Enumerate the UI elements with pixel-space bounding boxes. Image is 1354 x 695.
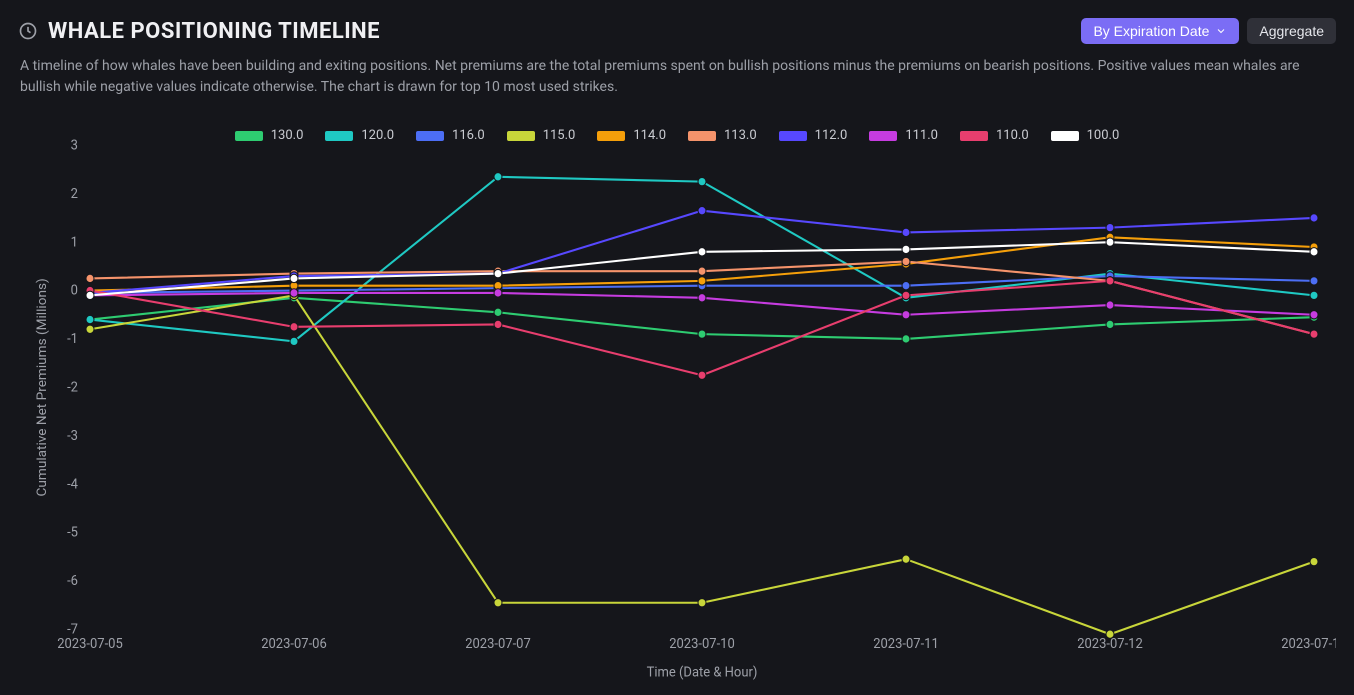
series-marker[interactable] — [494, 269, 502, 277]
series-marker[interactable] — [698, 267, 706, 275]
series-marker[interactable] — [494, 308, 502, 316]
x-tick-label: 2023-07-10 — [669, 637, 735, 652]
y-tick-label: 3 — [71, 138, 78, 153]
y-tick-label: 2 — [71, 187, 78, 202]
series-marker[interactable] — [1106, 223, 1114, 231]
y-tick-label: -6 — [67, 574, 78, 589]
series-marker[interactable] — [902, 245, 910, 253]
series-marker[interactable] — [902, 291, 910, 299]
y-tick-label: -5 — [67, 526, 78, 541]
series-marker[interactable] — [698, 277, 706, 285]
series-marker[interactable] — [494, 320, 502, 328]
page-title: WHALE POSITIONING TIMELINE — [48, 19, 380, 44]
chart-area: 130.0120.0116.0115.0114.0113.0112.0111.0… — [18, 116, 1336, 687]
y-tick-label: -1 — [67, 332, 78, 347]
chevron-down-icon — [1215, 25, 1227, 37]
expiration-dropdown[interactable]: By Expiration Date — [1081, 18, 1239, 44]
series-marker[interactable] — [290, 289, 298, 297]
x-tick-label: 2023-07-06 — [261, 637, 327, 652]
x-tick-label: 2023-07-13 — [1281, 637, 1336, 652]
expiration-dropdown-label: By Expiration Date — [1093, 23, 1209, 39]
x-tick-label: 2023-07-12 — [1077, 637, 1143, 652]
series-marker[interactable] — [902, 311, 910, 319]
series-marker[interactable] — [902, 228, 910, 236]
series-marker[interactable] — [1310, 277, 1318, 285]
series-line — [90, 177, 1314, 342]
y-tick-label: 1 — [71, 235, 78, 250]
series-marker[interactable] — [698, 371, 706, 379]
title-wrap: WHALE POSITIONING TIMELINE — [18, 19, 380, 44]
series-marker[interactable] — [1310, 557, 1318, 565]
line-chart: -7 -6 -5 -4 -3 -2 -1 0 1 2 3 2023-07-05 2023-07-06 20… — [18, 116, 1336, 687]
series-marker[interactable] — [290, 274, 298, 282]
series-marker[interactable] — [1106, 277, 1114, 285]
series-marker[interactable] — [698, 330, 706, 338]
aggregate-button[interactable]: Aggregate — [1247, 18, 1336, 44]
series-marker[interactable] — [1310, 248, 1318, 256]
x-axis-label: Time (Date & Hour) — [647, 665, 758, 680]
series-marker[interactable] — [902, 282, 910, 290]
series-marker[interactable] — [290, 323, 298, 331]
x-tick-label: 2023-07-11 — [873, 637, 939, 652]
chart-description: A timeline of how whales have been build… — [20, 56, 1320, 98]
series-marker[interactable] — [1106, 320, 1114, 328]
series-marker[interactable] — [86, 315, 94, 323]
series-marker[interactable] — [698, 599, 706, 607]
series-marker[interactable] — [1310, 214, 1318, 222]
series-marker[interactable] — [86, 325, 94, 333]
y-tick-label: -2 — [67, 380, 78, 395]
series-marker[interactable] — [86, 291, 94, 299]
series-marker[interactable] — [902, 257, 910, 265]
series-marker[interactable] — [1310, 311, 1318, 319]
series-line — [90, 295, 1314, 634]
x-tick-label: 2023-07-07 — [465, 637, 531, 652]
series-marker[interactable] — [698, 294, 706, 302]
series-marker[interactable] — [902, 555, 910, 563]
y-axis-label: Cumulative Net Premiums (Millions) — [35, 278, 50, 496]
x-tick-label: 2023-07-05 — [57, 637, 123, 652]
series-marker[interactable] — [86, 274, 94, 282]
header-buttons: By Expiration Date Aggregate — [1081, 18, 1336, 44]
y-tick-label: -4 — [67, 477, 78, 492]
series-marker[interactable] — [698, 206, 706, 214]
clock-icon — [18, 21, 38, 41]
series-marker[interactable] — [290, 337, 298, 345]
series-marker[interactable] — [494, 173, 502, 181]
series-marker[interactable] — [902, 335, 910, 343]
series-marker[interactable] — [698, 248, 706, 256]
header-row: WHALE POSITIONING TIMELINE By Expiration… — [18, 18, 1336, 44]
series-marker[interactable] — [1106, 301, 1114, 309]
y-tick-label: -3 — [67, 429, 78, 444]
series-marker[interactable] — [1310, 291, 1318, 299]
series-marker[interactable] — [1310, 330, 1318, 338]
aggregate-button-label: Aggregate — [1259, 23, 1324, 39]
y-tick-label: -7 — [67, 622, 78, 637]
y-tick-label: 0 — [71, 283, 78, 298]
series-marker[interactable] — [698, 177, 706, 185]
series-marker[interactable] — [494, 599, 502, 607]
series-marker[interactable] — [1106, 630, 1114, 638]
series-marker[interactable] — [494, 289, 502, 297]
series-marker[interactable] — [1106, 238, 1114, 246]
